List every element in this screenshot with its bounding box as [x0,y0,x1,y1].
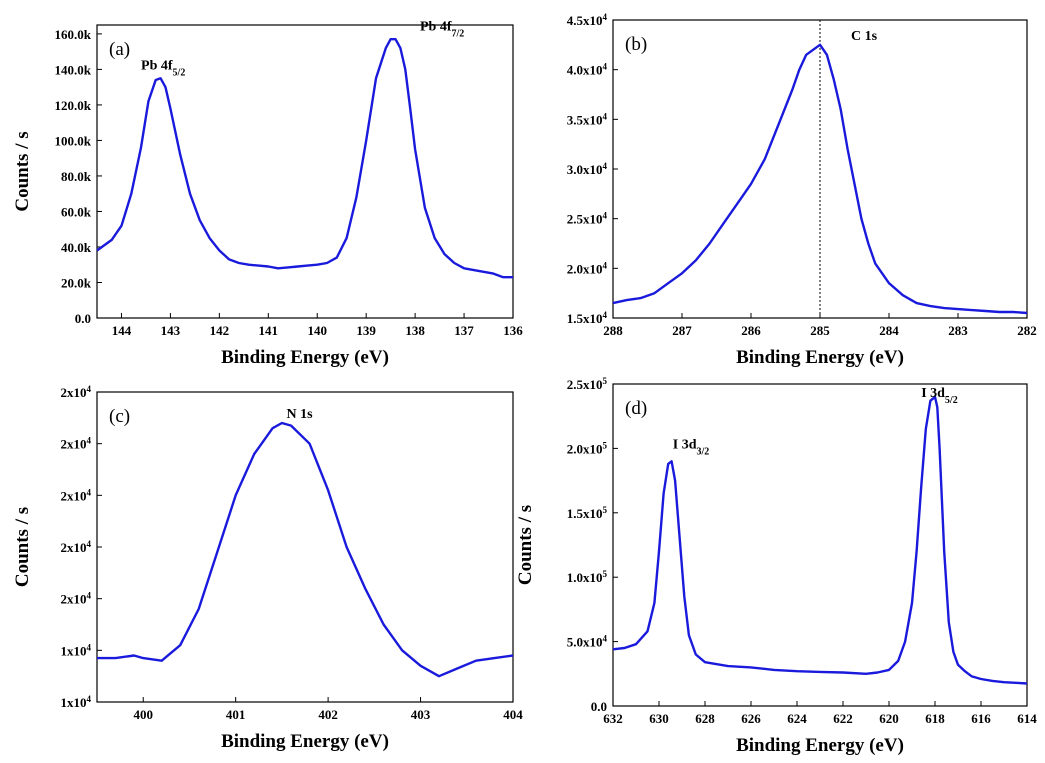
y-axis-title: Counts / s [12,131,33,211]
x-tick-label: 620 [879,711,899,726]
y-tick-label: 1.5x105 [567,505,608,521]
peak-label: C 1s [851,29,878,44]
x-tick-label: 626 [741,711,761,726]
x-tick-label: 286 [741,323,761,338]
x-tick-label: 402 [318,707,338,722]
y-tick-label: 60.0k [61,204,92,219]
y-tick-label: 100.0k [55,133,92,148]
x-axis-title: Binding Energy (eV) [736,735,904,756]
y-tick-label: 2.5x105 [567,376,608,392]
x-tick-label: 287 [672,323,692,338]
y-tick-label: 0.0 [75,311,91,326]
x-tick-label: 618 [925,711,945,726]
y-tick-label: 2.0x104 [567,260,608,276]
panel-label: (d) [625,398,647,419]
x-tick-label: 400 [133,707,153,722]
x-tick-label: 136 [503,323,523,338]
panel-label: (b) [625,34,647,55]
y-tick-label: 5.0x104 [567,634,608,650]
peak-label: Pb 4f7/2 [420,19,464,38]
x-tick-label: 622 [833,711,853,726]
panel-label: (c) [109,406,130,427]
x-tick-label: 143 [161,323,181,338]
peak-label: Pb 4f5/2 [141,58,185,78]
y-tick-label: 2.5x104 [567,211,608,227]
y-tick-label: 120.0k [55,98,92,113]
y-tick-label: 4.5x104 [567,12,608,28]
x-tick-label: 285 [810,323,830,338]
y-tick-label: 1.0x105 [567,569,608,585]
x-tick-label: 632 [603,711,623,726]
spectrum-line [612,395,1028,685]
x-axis-title: Binding Energy (eV) [221,731,389,752]
y-axis-title: Counts / s [12,507,33,587]
peak-label: I 3d3/2 [673,437,710,457]
y-tick-label: 160.0k [55,27,92,42]
x-tick-label: 137 [454,323,474,338]
x-tick-label: 142 [210,323,230,338]
panel-label: (a) [109,39,130,60]
y-tick-label: 80.0k [61,169,92,184]
x-axis-title: Binding Energy (eV) [221,347,389,368]
y-tick-label: 0.0 [591,699,607,714]
y-tick-label: 1x104 [61,694,92,710]
x-tick-label: 141 [259,323,279,338]
x-tick-label: 138 [405,323,425,338]
y-tick-label: 2x104 [61,539,92,555]
x-tick-label: 284 [879,323,899,338]
y-tick-label: 2x104 [61,591,92,607]
spectrum-line [612,43,1028,315]
y-tick-label: 2.0x105 [567,440,608,456]
x-tick-label: 139 [356,323,376,338]
y-tick-label: 3.0x104 [567,161,608,177]
x-axis-title: Binding Energy (eV) [736,347,904,368]
x-tick-label: 616 [971,711,991,726]
x-tick-label: 628 [695,711,715,726]
x-tick-label: 630 [649,711,669,726]
x-tick-label: 283 [948,323,968,338]
y-tick-label: 20.0k [61,275,92,290]
peak-label: I 3d5/2 [921,386,958,406]
chart-panel-b: 288 287 286 285 284 283 282 1.5x104 2.0x104 2.5x1… [567,12,1037,368]
plot-frame [612,383,1028,707]
y-tick-label: 2x104 [61,487,92,503]
x-tick-label: 140 [307,323,327,338]
x-tick-label: 403 [411,707,431,722]
plot-frame [96,24,514,319]
peak-label: N 1s [287,407,314,422]
chart-panel-a: 144 143 142 141 140 139 138 137 136 0.0 20.0k 40.0k… [12,19,523,368]
x-tick-label: 401 [226,707,246,722]
y-tick-label: 140.0k [55,62,92,77]
y-tick-label: 40.0k [61,240,92,255]
y-tick-label: 1.5x104 [567,310,608,326]
spectrum-line [97,421,514,678]
y-tick-label: 2x104 [61,384,92,400]
y-axis-title: Counts / s [515,505,536,585]
chart-panel-d: 632 630 628 626 624 622 620 618 616 614 0.0 5.0x104… [515,376,1037,756]
chart-panel-c: 400 401 402 403 404 1x104 1x104 2x104 2x104 2x104… [12,384,523,752]
y-tick-label: 4.0x104 [567,62,608,78]
x-tick-label: 288 [603,323,623,338]
y-tick-label: 2x104 [61,436,92,452]
x-tick-label: 624 [787,711,807,726]
x-tick-label: 404 [503,707,523,722]
y-tick-label: 1x104 [61,642,92,658]
x-tick-label: 144 [112,323,132,338]
y-tick-label: 3.5x104 [567,111,608,127]
spectrum-line [96,38,513,279]
x-tick-label: 614 [1017,711,1037,726]
x-tick-label: 282 [1017,323,1037,338]
